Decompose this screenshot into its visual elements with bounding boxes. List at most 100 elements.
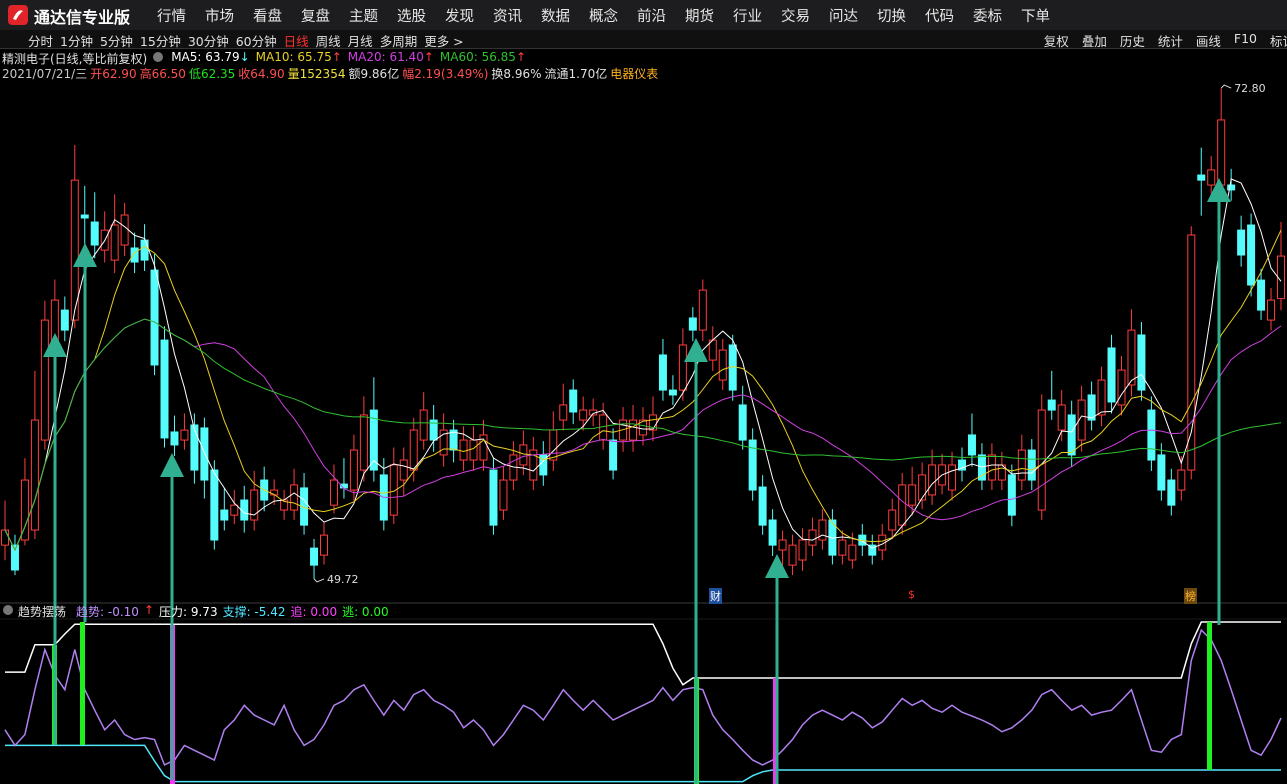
candle-body [10, 544, 19, 571]
candle-body [788, 544, 797, 566]
menu-item[interactable]: 代码 [925, 9, 954, 25]
menu-item[interactable]: 行情 [157, 9, 186, 25]
buy-signal [1207, 622, 1212, 770]
period-toolbar: 分时 1分钟 5分钟 15分钟 30分钟 60分钟 日线 周线 月线 多周期 更多 > 复权 叠加 历史… [0, 30, 1287, 49]
ma-value: MA20: 61.40 [347, 50, 424, 64]
logo [8, 5, 28, 25]
menu-item[interactable]: 选股 [397, 9, 426, 25]
candle-body [629, 419, 638, 441]
menu-item[interactable]: 看盘 [253, 9, 282, 25]
quote-field: 额9.86亿 [348, 67, 400, 81]
period-button[interactable]: 5分钟 [99, 34, 133, 49]
candle-body [1, 529, 9, 546]
period-button[interactable]: 多周期 [379, 34, 418, 49]
candle-body [1227, 184, 1236, 191]
candle-body [140, 239, 149, 261]
candle-body [1137, 334, 1146, 391]
period-button[interactable]: 分时 [28, 34, 54, 49]
menu-item[interactable]: 前沿 [637, 9, 666, 25]
candle-body [1147, 409, 1156, 461]
candle-body [888, 509, 897, 531]
indicator-readout: 逃: 0.00 [342, 605, 389, 619]
candle-body [409, 429, 418, 471]
candle-body [748, 439, 757, 491]
candle-body [559, 404, 568, 421]
menu-item[interactable]: 切换 [877, 9, 906, 25]
period-button[interactable]: 30分钟 [187, 34, 229, 49]
menu-item[interactable]: 下单 [1021, 9, 1050, 25]
menu-item[interactable]: 期货 [685, 9, 714, 25]
dropdown-icon[interactable] [3, 605, 13, 615]
period-button[interactable]: 月线 [347, 34, 373, 49]
candle-body [110, 224, 119, 261]
signal-bars [52, 622, 1212, 784]
candle-body [1037, 409, 1046, 511]
tool-button[interactable]: 标记 [1269, 34, 1287, 49]
low-pointer [313, 578, 325, 583]
candle-body [20, 479, 29, 541]
candle-body [489, 469, 498, 526]
candle-body [50, 299, 59, 341]
candle-body [190, 424, 199, 471]
high-pointer [1220, 84, 1232, 89]
menu-item[interactable]: 资讯 [493, 9, 522, 25]
menu-item[interactable]: 行业 [733, 9, 762, 25]
tool-button[interactable]: 叠加 [1081, 34, 1107, 49]
ma-line [4, 318, 1282, 552]
candle-body [818, 519, 827, 541]
event-marker[interactable]: 榜 [1184, 588, 1197, 604]
tool-button[interactable]: 复权 [1043, 34, 1069, 49]
candle-body [1027, 449, 1036, 481]
candle-body [1197, 174, 1206, 181]
candle-body [349, 449, 358, 491]
period-button[interactable]: 更多 > [424, 34, 464, 49]
candle-body [499, 479, 508, 511]
event-marker[interactable]: $ [908, 588, 915, 601]
tool-button[interactable]: 统计 [1157, 34, 1183, 49]
tool-button[interactable]: 画线 [1195, 34, 1221, 49]
candle-body [948, 464, 957, 491]
menu-item[interactable]: 数据 [541, 9, 570, 25]
ma-legend: MA5: 63.79↓ MA10: 65.75↑ MA20: 61.40↑ MA60:… [171, 50, 526, 67]
candle-body [1017, 449, 1026, 481]
candle-body [369, 409, 378, 471]
indicator-header: 趋势摆荡 趋势: -0.10 ↑ 压力: 9.73 支撑: -5.42 追: 0.00 逃… [18, 603, 389, 620]
tool-button[interactable]: 历史 [1119, 34, 1145, 49]
tool-button[interactable]: F10 [1233, 31, 1257, 46]
menu-item[interactable]: 交易 [781, 9, 810, 25]
indicator-line [4, 628, 1282, 766]
ma-line [4, 229, 1282, 552]
period-button[interactable]: 60分钟 [235, 34, 277, 49]
quote-field: 换8.96% [491, 67, 542, 81]
menu-item[interactable]: 问达 [829, 9, 858, 25]
period-button[interactable]: 周线 [315, 34, 341, 49]
quote-field: 2021/07/21/三 [2, 67, 88, 81]
dropdown-icon[interactable] [153, 52, 163, 62]
indicator-readout: ↑ [143, 603, 154, 617]
menu-item[interactable]: 委标 [973, 9, 1002, 25]
quote-line: 2021/07/21/三 开62.90 高66.50 低62.35 收64.90 量152… [2, 65, 658, 82]
menu-item[interactable]: 发现 [445, 9, 474, 25]
event-marker[interactable]: 财 [709, 588, 722, 604]
quote-field: 流通1.70亿 [544, 67, 608, 81]
period-button[interactable]: 1分钟 [60, 34, 93, 49]
candle-body [359, 414, 368, 471]
quote-field: 量152354 [287, 67, 346, 81]
candle-body [987, 454, 996, 481]
ma-legend-item: MA5: 63.79↓ [171, 50, 249, 67]
period-button[interactable]: 日线 [283, 34, 309, 49]
candle-body [1257, 279, 1266, 311]
menu-item[interactable]: 概念 [589, 9, 618, 25]
menu-item[interactable]: 复盘 [301, 9, 330, 25]
candle-body [130, 247, 139, 263]
candle-body [1157, 454, 1166, 491]
ma-arrow: ↑ [423, 50, 434, 64]
menu-item[interactable]: 主题 [349, 9, 378, 25]
period-button[interactable]: 15分钟 [139, 34, 181, 49]
menu-items: 行情 市场 看盘 复盘 主题 选股 发现 资讯 数据 概念 前沿 期货 行业 交易 问达 切换 代码 委标 下单 [150, 5, 1062, 26]
menu-item[interactable]: 市场 [205, 9, 234, 25]
ma-legend-item: MA20: 61.40↑ [348, 50, 434, 67]
candle-body [60, 309, 69, 331]
candle-body [898, 484, 907, 526]
